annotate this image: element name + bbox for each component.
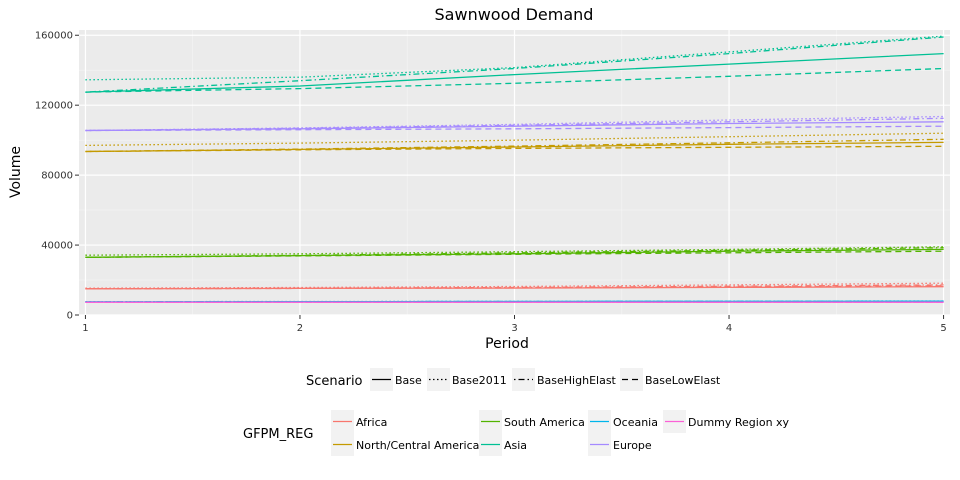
series-line: [85, 36, 944, 93]
series-line: [85, 52, 944, 93]
y-tick-label: 80000: [41, 171, 73, 182]
series-layer: [85, 35, 944, 303]
region-legend-label: Africa: [356, 416, 387, 429]
y-axis: 0 40000 80000 120000 160000: [35, 31, 79, 322]
y-tick-label: 120000: [35, 101, 73, 112]
x-tick-label: 2: [297, 323, 303, 334]
scenario-legend-title: Scenario: [306, 374, 363, 389]
region-legend-label: Europe: [613, 439, 652, 452]
y-tick-label: 0: [67, 311, 73, 322]
region-legend-label: Asia: [504, 439, 527, 452]
region-legend: GFPM_REG Africa North/Central America Sout…: [243, 410, 790, 456]
chart-title: Sawnwood Demand: [435, 5, 594, 24]
series-line: [85, 145, 944, 153]
series-line: [85, 132, 944, 147]
series-line: [85, 282, 944, 289]
series-line: [85, 300, 944, 303]
series-line: [85, 125, 944, 132]
x-axis: 1 2 3 4 5: [82, 315, 947, 334]
scenario-legend: Scenario Base Base2011 BaseHighElast BaseLo…: [306, 368, 721, 391]
series-line: [85, 117, 944, 132]
x-tick-label: 1: [82, 323, 88, 334]
y-tick-label: 40000: [41, 241, 73, 252]
scenario-legend-label: BaseHighElast: [537, 374, 617, 387]
x-tick-label: 3: [511, 323, 517, 334]
region-legend-label: Dummy Region xy: [688, 416, 790, 429]
series-line: [85, 250, 944, 258]
y-tick-label: 160000: [35, 31, 73, 42]
region-legend-label: South America: [504, 416, 585, 429]
scenario-legend-label: Base: [395, 374, 422, 387]
series-line: [85, 115, 944, 132]
region-legend-label: Oceania: [613, 416, 658, 429]
y-axis-title: Volume: [8, 146, 24, 198]
x-tick-label: 4: [726, 323, 732, 334]
scenario-legend-label: Base2011: [452, 374, 507, 387]
grid-major: [79, 30, 950, 316]
series-line: [85, 285, 944, 290]
region-legend-label: North/Central America: [356, 439, 479, 452]
scenario-legend-label: BaseLowElast: [645, 374, 721, 387]
series-line: [85, 246, 944, 256]
series-line: [85, 35, 944, 81]
scenario-key: [620, 368, 643, 391]
region-legend-title: GFPM_REG: [243, 427, 313, 442]
x-axis-title: Period: [485, 336, 529, 352]
x-tick-label: 5: [940, 323, 946, 334]
series-line: [85, 67, 944, 93]
